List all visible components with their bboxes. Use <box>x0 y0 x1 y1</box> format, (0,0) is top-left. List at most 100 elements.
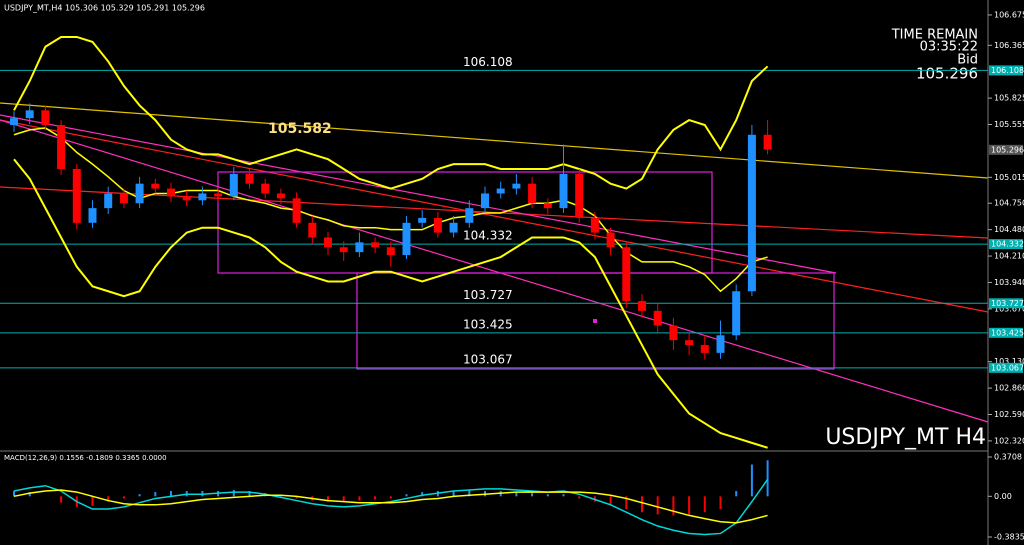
y-tick-label: 105.825 <box>994 94 1024 103</box>
macd-title: MACD(12,26,9) 0.1556 -0.1809 0.3365 0.00… <box>4 454 167 462</box>
candle-body <box>559 173 568 209</box>
candle-body <box>402 222 411 256</box>
candle-body <box>324 237 332 248</box>
y-tick-label: 102.860 <box>994 384 1024 393</box>
candle-body <box>167 188 175 197</box>
drawings <box>0 102 989 423</box>
level-axis-label: 103.727 <box>991 299 1024 308</box>
candle-body <box>732 291 741 336</box>
macd-histogram-bar <box>641 496 643 513</box>
candle-body <box>669 325 678 341</box>
macd-histogram-bar <box>389 496 392 499</box>
level-axis-label: 103.067 <box>991 363 1024 372</box>
candle-body <box>481 193 489 209</box>
macd-histogram-bar <box>452 491 455 497</box>
candle-body <box>685 340 694 346</box>
macd-histogram-bar <box>405 494 408 497</box>
macd-histogram-bar <box>28 492 31 497</box>
macd-histogram-bar <box>374 496 377 500</box>
candle-body <box>104 193 113 209</box>
trendline <box>0 102 989 179</box>
candle-body <box>590 217 599 233</box>
macd-histogram-bar <box>138 494 141 497</box>
candle-body <box>88 208 97 223</box>
candle-body <box>355 242 364 253</box>
macd-histogram-bar <box>122 496 125 499</box>
candle-body <box>25 110 34 119</box>
candle-body <box>763 134 772 150</box>
macd-histogram-bar <box>468 489 471 497</box>
level-label: 106.108 <box>463 55 513 69</box>
candle-body <box>528 183 537 204</box>
candle-body <box>543 203 552 209</box>
macd-histogram-bar <box>170 491 172 497</box>
candle-body <box>638 301 646 311</box>
y-tick-label: 104.750 <box>994 199 1024 208</box>
band-upper <box>13 35 769 190</box>
y-tick-label: 105.555 <box>994 120 1024 129</box>
macd-histogram-bar <box>531 493 534 497</box>
candle-body <box>261 183 270 194</box>
candle-body <box>229 173 238 197</box>
level-axis-label: 106.108 <box>991 66 1024 75</box>
candle-body <box>198 193 207 201</box>
candle-body <box>622 247 631 302</box>
y-tick-label: 103.940 <box>994 278 1024 287</box>
y-tick-label: 103.130 <box>994 357 1024 366</box>
trendline <box>0 119 989 313</box>
macd-histogram-bar <box>578 496 581 499</box>
bid-label: Bid <box>957 53 978 68</box>
candle-body <box>747 134 756 292</box>
macd-histogram-bar <box>107 496 110 502</box>
macd-histogram-bar <box>248 491 251 497</box>
marker <box>593 319 597 323</box>
macd-histogram-bar <box>327 496 329 502</box>
y-tick-label: 0.00 <box>994 492 1012 501</box>
candle-body <box>653 310 662 326</box>
macd-histogram-bar <box>656 496 659 515</box>
candle-body <box>214 193 223 197</box>
level-axis-box <box>989 327 1023 338</box>
level-axis-label: 104.332 <box>991 240 1024 249</box>
candle-body <box>135 183 144 204</box>
candle-body <box>41 110 50 125</box>
candle-body <box>496 188 505 194</box>
signal-line <box>13 489 768 524</box>
candle-body <box>119 193 128 204</box>
symbol-line: USDJPY_MT,H4 105.306 105.329 105.291 105… <box>4 4 205 13</box>
zone-box <box>356 272 835 370</box>
candle-body <box>386 247 395 256</box>
trendline <box>0 114 837 274</box>
level-axis-box <box>989 362 1023 373</box>
macd-line <box>13 478 769 536</box>
macd-histogram-bar <box>60 496 63 503</box>
time-remain: TIME REMAIN <box>891 28 978 43</box>
macd-histogram-bar <box>295 496 298 499</box>
candle-body <box>245 173 254 184</box>
macd-histogram-bar <box>342 496 345 502</box>
macd-histogram-bar <box>750 464 753 497</box>
macd-histogram-bar <box>421 492 424 497</box>
macd-histogram-bar <box>719 496 722 510</box>
candle-body <box>575 173 584 218</box>
macd-histogram-bar <box>703 496 706 513</box>
band-lower <box>13 158 768 449</box>
level-label: 103.425 <box>463 317 513 331</box>
candle-body <box>308 222 317 238</box>
y-tick-label: 105.015 <box>994 173 1024 182</box>
macd-histogram-bar <box>562 494 565 497</box>
macd-histogram-bar <box>672 496 675 516</box>
macd-histogram-bar <box>546 494 549 497</box>
y-tick-label: 106.675 <box>994 10 1024 19</box>
candle-body <box>339 247 348 253</box>
candle-body <box>182 196 191 201</box>
macd-histogram-bar <box>735 491 738 497</box>
macd-histogram-bar <box>688 496 691 515</box>
macd-histogram-bar <box>515 492 518 497</box>
candle-body <box>512 183 521 189</box>
level-label: 103.067 <box>463 352 513 366</box>
y-tick-label: 102.320 <box>994 436 1024 445</box>
level-axis-box <box>989 65 1023 76</box>
